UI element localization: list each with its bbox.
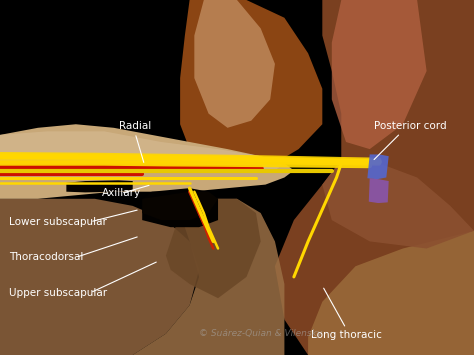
Polygon shape: [142, 192, 218, 220]
Polygon shape: [0, 124, 294, 199]
Text: Axillary: Axillary: [102, 189, 141, 198]
Text: Upper subscapular: Upper subscapular: [9, 288, 108, 298]
Polygon shape: [66, 180, 133, 192]
Text: Radial: Radial: [119, 121, 151, 131]
Text: Long thoracic: Long thoracic: [310, 331, 382, 340]
Polygon shape: [194, 0, 275, 128]
Polygon shape: [0, 131, 284, 170]
Text: Thoracodorsal: Thoracodorsal: [9, 252, 84, 262]
Text: Posterior cord: Posterior cord: [374, 121, 447, 131]
Polygon shape: [308, 231, 474, 355]
Polygon shape: [369, 178, 389, 203]
Polygon shape: [180, 0, 322, 170]
Text: © Suárez-Quian & Vilensky: © Suárez-Quian & Vilensky: [199, 329, 322, 338]
Polygon shape: [166, 199, 261, 298]
Polygon shape: [133, 199, 284, 355]
Polygon shape: [0, 199, 199, 355]
Text: Lower subscapular: Lower subscapular: [9, 217, 107, 227]
Polygon shape: [275, 0, 474, 355]
Polygon shape: [367, 154, 389, 179]
Polygon shape: [322, 160, 474, 248]
Polygon shape: [142, 188, 218, 227]
Polygon shape: [332, 0, 427, 149]
